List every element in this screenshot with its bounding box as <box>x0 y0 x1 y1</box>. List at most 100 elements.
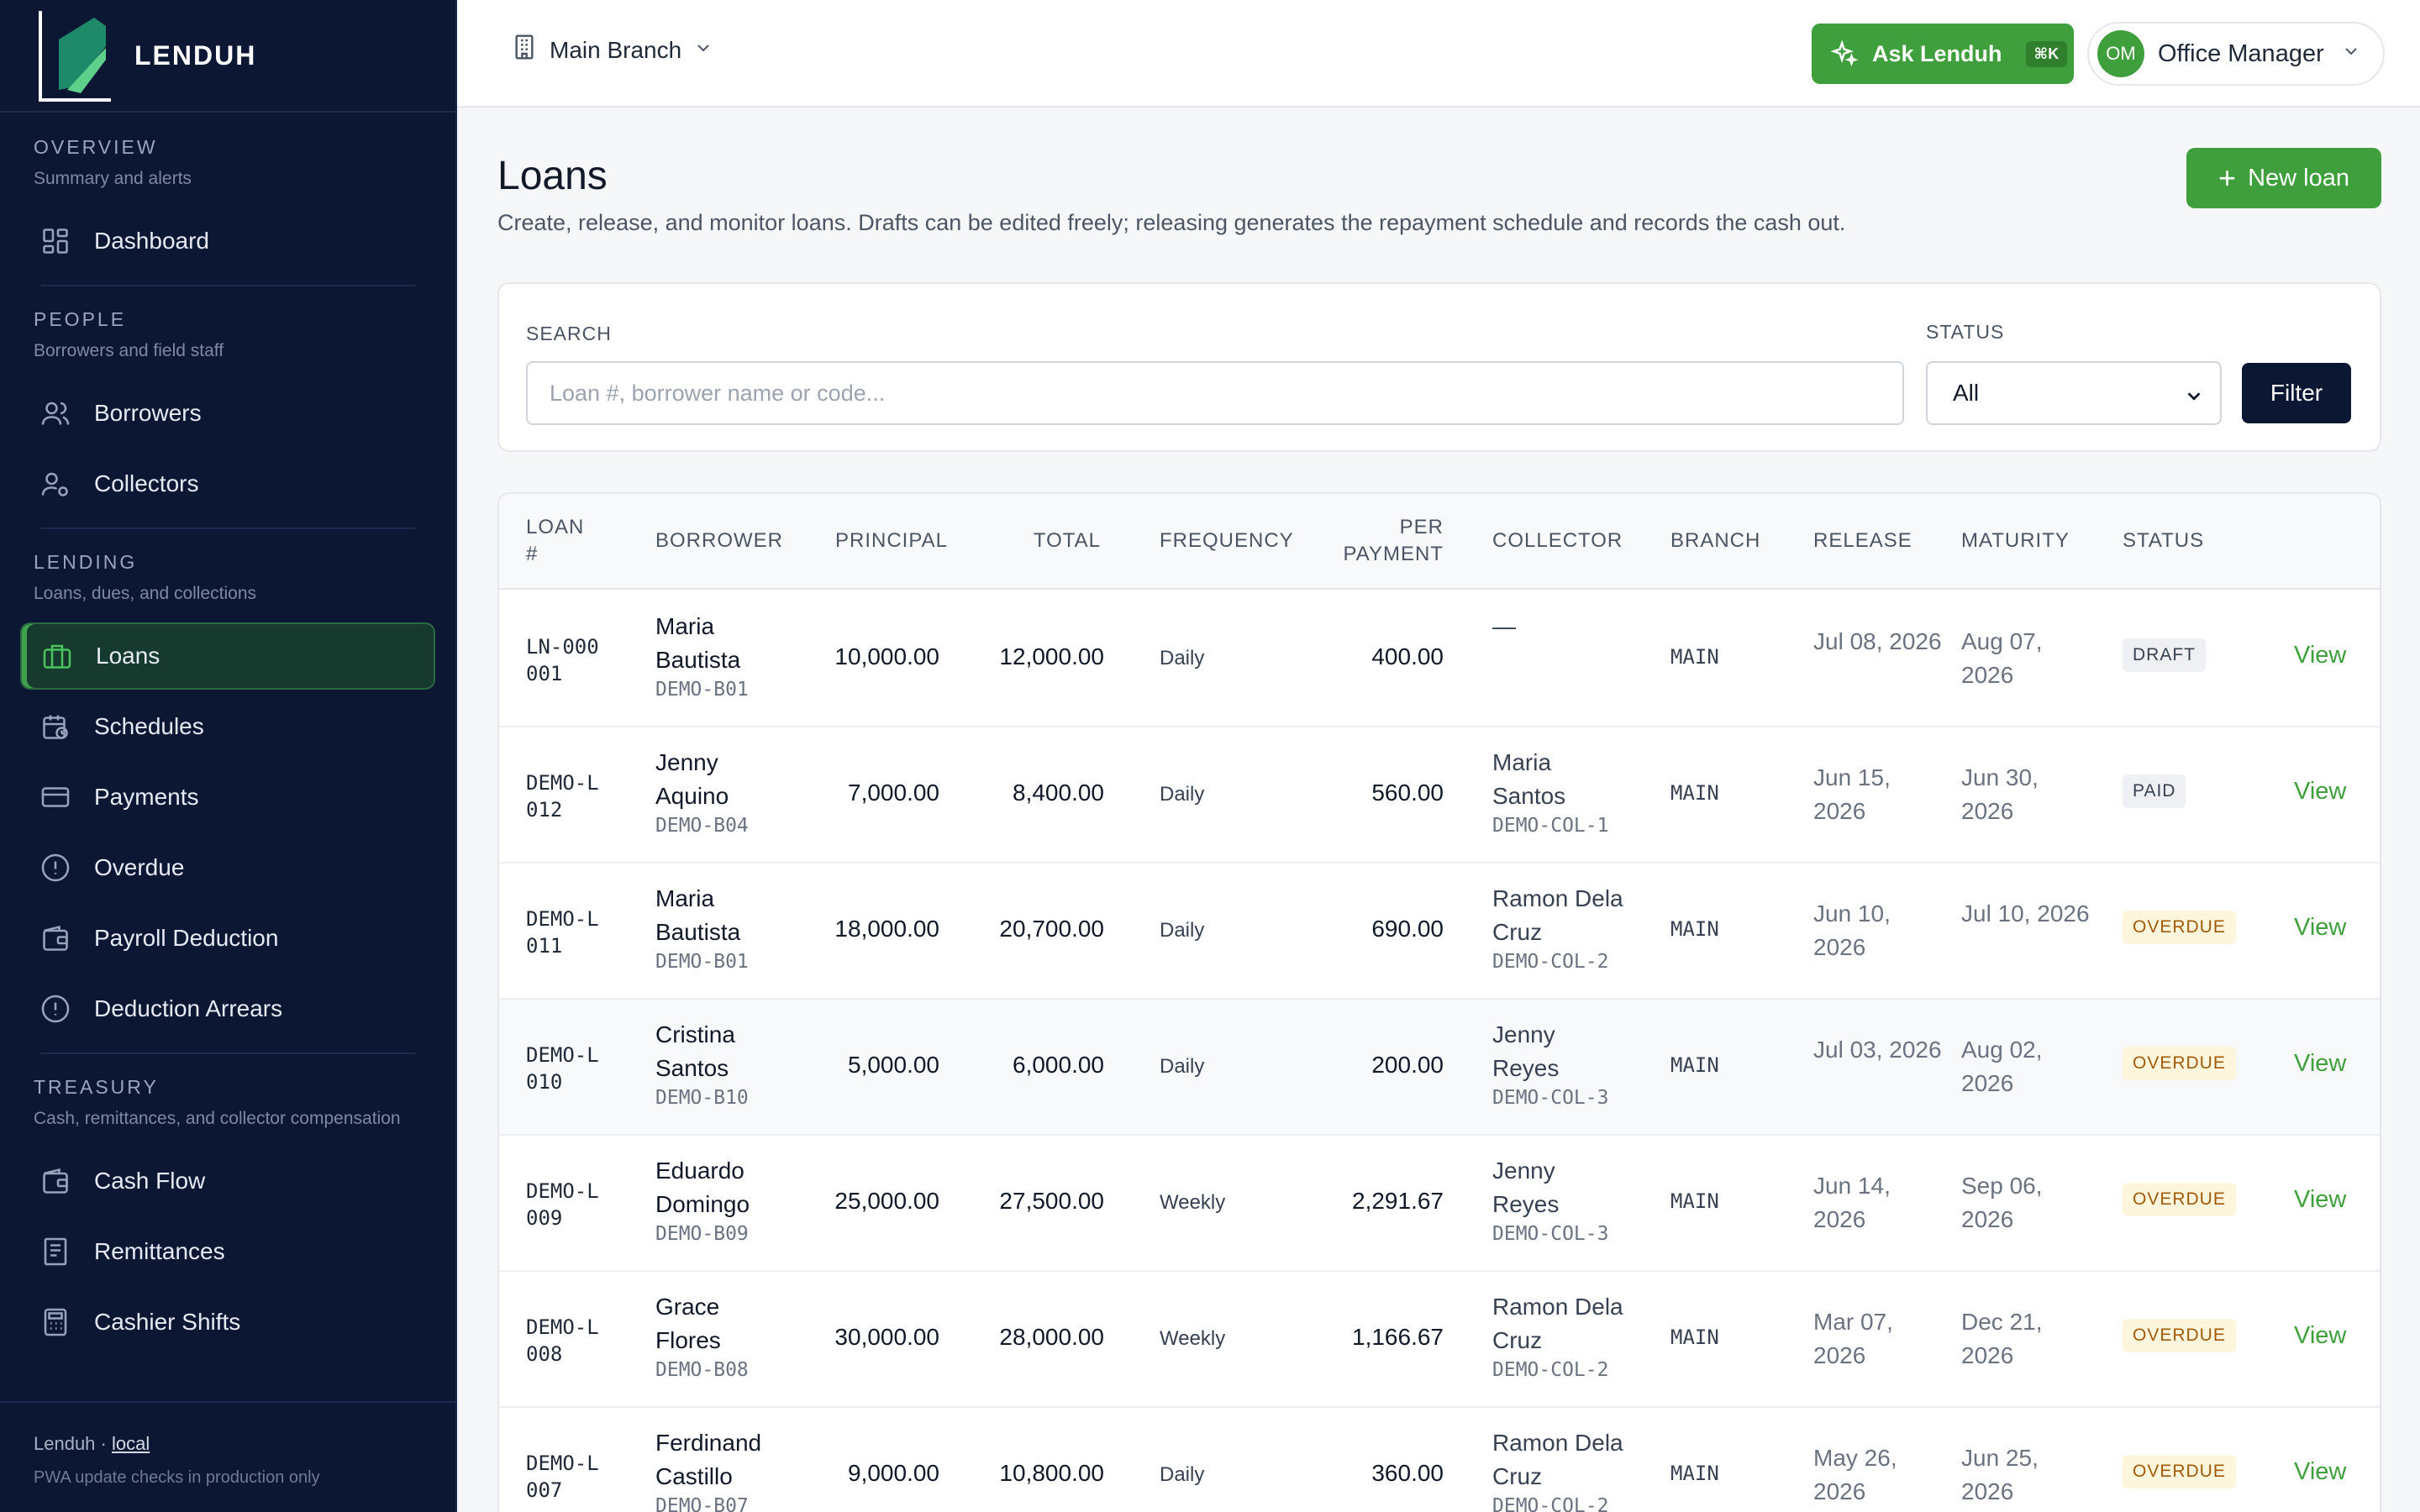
table-row[interactable]: LN-000001 Maria Bautista DEMO-B01 10,000.00… <box>499 591 2380 727</box>
sidebar-item-label: Schedules <box>94 713 204 739</box>
sidebar-item-schedules[interactable]: Schedules <box>20 693 435 760</box>
sidebar-item-borrowers[interactable]: Borrowers <box>20 380 435 447</box>
maturity-date: Dec 21, 2026 <box>1961 1309 2043 1368</box>
view-link[interactable]: View <box>2294 642 2347 669</box>
view-link[interactable]: View <box>2294 778 2347 805</box>
view-link[interactable]: View <box>2294 1458 2347 1485</box>
status-label: STATUS <box>1926 321 2005 343</box>
total-value: 12,000.00 <box>999 643 1104 669</box>
th-borrower[interactable]: BORROWER <box>655 529 783 552</box>
chevron-down-icon <box>2185 385 2203 412</box>
table-row[interactable]: DEMO-L008 Grace Flores DEMO-B08 30,000.00 28… <box>499 1272 2380 1408</box>
chevron-down-icon <box>2324 40 2361 68</box>
sidebar-item-overdue[interactable]: Overdue <box>20 834 435 901</box>
loan-number: LN-000001 <box>526 635 599 685</box>
table-row[interactable]: DEMO-L009 Eduardo Domingo DEMO-B09 25,000.0… <box>499 1136 2380 1272</box>
sidebar-item-collectors[interactable]: Collectors <box>20 450 435 517</box>
view-link[interactable]: View <box>2294 1050 2347 1077</box>
calendar-clock-icon <box>40 711 71 742</box>
th-collector[interactable]: COLLECTOR <box>1492 529 1623 552</box>
sidebar-item-remittances[interactable]: Remittances <box>20 1218 435 1285</box>
sidebar-item-label: Cashier Shifts <box>94 1309 241 1335</box>
table-row[interactable]: DEMO-L007 Ferdinand Castillo DEMO-B07 9,000… <box>499 1408 2380 1512</box>
branch-value: MAIN <box>1670 1326 1719 1349</box>
loan-number: DEMO-L012 <box>526 771 599 822</box>
th-maturity[interactable]: MATURITY <box>1961 529 2070 552</box>
release-date: May 26, 2026 <box>1813 1445 1897 1504</box>
collector-code: DEMO-COL-2 <box>1492 1495 1609 1512</box>
collector-cell: Ramon Dela Cruz DEMO-COL-2 <box>1492 1290 1627 1381</box>
collector-cell: — <box>1492 610 1627 645</box>
frequency-value: Weekly <box>1160 1191 1226 1214</box>
th-principal[interactable]: PRINCIPAL <box>835 529 948 552</box>
nav-section-overview: OVERVIEW Summary and alerts Dashboard <box>0 114 455 275</box>
view-link[interactable]: View <box>2294 1186 2347 1213</box>
th-release[interactable]: RELEASE <box>1813 529 1912 552</box>
main-content: Loans Create, release, and monitor loans… <box>457 109 2420 1512</box>
alert-circle-icon <box>40 853 71 883</box>
th-status[interactable]: STATUS <box>2123 529 2205 552</box>
frequency-value: Daily <box>1160 647 1205 669</box>
maturity-date: Jun 30, 2026 <box>1961 764 2039 824</box>
sidebar-item-cash-flow[interactable]: Cash Flow <box>20 1147 435 1215</box>
sidebar-item-label: Borrowers <box>94 400 202 426</box>
users-icon <box>40 398 71 428</box>
table-row[interactable]: DEMO-L012 Jenny Aquino DEMO-B04 7,000.00 8,4… <box>499 727 2380 864</box>
env-info: Lenduh · local <box>34 1433 422 1455</box>
status-badge: OVERDUE <box>2123 1047 2236 1080</box>
env-link[interactable]: local <box>111 1433 150 1454</box>
per-payment-value: 2,291.67 <box>1352 1188 1444 1214</box>
sidebar-item-deduction-arrears[interactable]: Deduction Arrears <box>20 975 435 1042</box>
loan-number: DEMO-L009 <box>526 1179 599 1230</box>
sidebar-item-dashboard[interactable]: Dashboard <box>20 207 435 275</box>
maturity-date: Aug 07, 2026 <box>1961 628 2043 688</box>
nav-section-people: PEOPLE Borrowers and field staff Borrowe… <box>0 286 455 517</box>
alert-circle-icon <box>40 994 71 1024</box>
status-badge: PAID <box>2123 774 2186 808</box>
brand[interactable]: LENDUH <box>0 0 455 113</box>
sidebar-item-cashier-shifts[interactable]: Cashier Shifts <box>20 1289 435 1356</box>
status-select[interactable]: All <box>1926 361 2222 425</box>
view-link[interactable]: View <box>2294 914 2347 941</box>
view-link[interactable]: View <box>2294 1322 2347 1349</box>
borrower-code: DEMO-B07 <box>655 1495 749 1512</box>
borrower-cell: Ferdinand Castillo DEMO-B07 <box>655 1426 790 1512</box>
branch-selector[interactable]: Main Branch <box>511 34 713 66</box>
sidebar-item-label: Remittances <box>94 1238 225 1264</box>
user-menu[interactable]: OM Office Manager <box>2087 22 2385 86</box>
table-row[interactable]: DEMO-L010 Cristina Santos DEMO-B10 5,000.00… <box>499 1000 2380 1136</box>
borrower-name: Grace Flores <box>655 1294 721 1353</box>
collector-name: Ramon Dela Cruz <box>1492 885 1623 945</box>
borrower-cell: Grace Flores DEMO-B08 <box>655 1290 790 1381</box>
release-date: Jun 10, 2026 <box>1813 900 1891 960</box>
sidebar-footer: Lenduh · local PWA update checks in prod… <box>0 1401 455 1512</box>
th-per-payment[interactable]: PER PAYMENT <box>1343 516 1444 565</box>
sidebar-item-payroll-deduction[interactable]: Payroll Deduction <box>20 905 435 972</box>
table-row[interactable]: DEMO-L011 Maria Bautista DEMO-B01 18,000.00… <box>499 864 2380 1000</box>
principal-value: 30,000.00 <box>834 1324 939 1350</box>
sidebar-item-label: Payments <box>94 784 199 810</box>
maturity-date: Jun 25, 2026 <box>1961 1445 2039 1504</box>
sidebar-item-label: Payroll Deduction <box>94 925 279 951</box>
frequency-value: Daily <box>1160 783 1205 806</box>
th-loan-no[interactable]: LOAN # <box>526 516 585 565</box>
ask-lenduh-button[interactable]: Ask Lenduh ⌘K <box>1812 24 2074 84</box>
plus-icon: + <box>2218 160 2237 195</box>
search-input[interactable] <box>526 361 1904 425</box>
th-total[interactable]: TOTAL <box>1033 529 1101 552</box>
th-branch[interactable]: BRANCH <box>1670 529 1761 552</box>
filter-button[interactable]: Filter <box>2242 363 2351 423</box>
new-loan-button[interactable]: + New loan <box>2186 148 2381 208</box>
loan-number: DEMO-L011 <box>526 907 599 958</box>
total-value: 20,700.00 <box>999 916 1104 942</box>
th-frequency[interactable]: FREQUENCY <box>1160 529 1294 552</box>
borrower-cell: Maria Bautista DEMO-B01 <box>655 882 790 973</box>
borrower-cell: Eduardo Domingo DEMO-B09 <box>655 1154 790 1245</box>
sidebar-item-payments[interactable]: Payments <box>20 764 435 831</box>
sidebar: LENDUH OVERVIEW Summary and alerts Dashb… <box>0 0 457 1512</box>
sidebar-item-loans[interactable]: Loans <box>20 622 435 690</box>
borrower-name: Maria Bautista <box>655 613 741 673</box>
total-value: 28,000.00 <box>999 1324 1104 1350</box>
collector-name: Maria Santos <box>1492 749 1566 809</box>
receipt-icon <box>40 1236 71 1267</box>
